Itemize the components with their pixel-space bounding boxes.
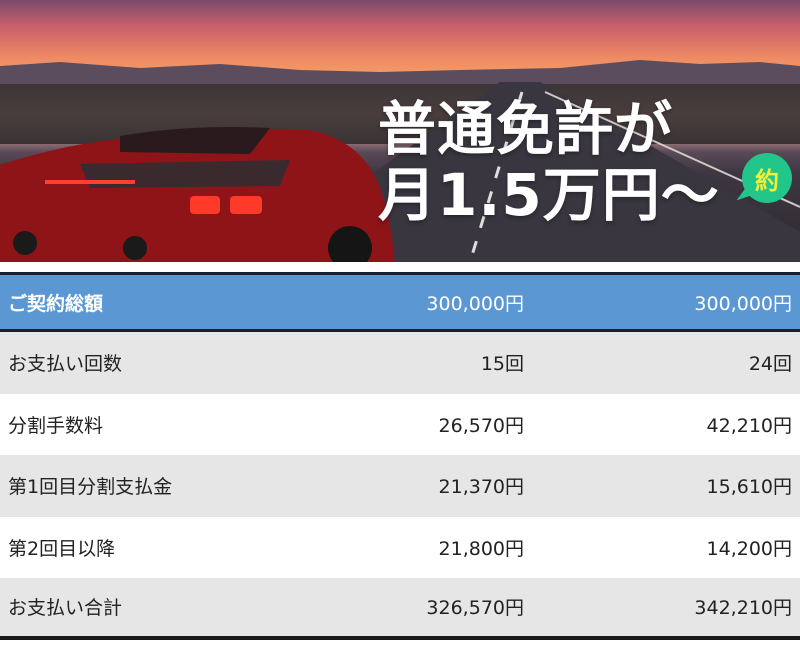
row-plan-b: 24回 (748, 353, 792, 376)
table-row: お支払い回数 15回 24回 (0, 332, 800, 394)
approx-badge-text: 約 (755, 166, 779, 195)
row-plan-a: 326,570円 (426, 597, 524, 620)
payment-comparison-table: ご契約総額 300,000円 300,000円 お支払い回数 15回 24回 分… (0, 262, 800, 640)
row-plan-b: 14,200円 (706, 537, 792, 560)
row-label: お支払い回数 (8, 353, 123, 376)
hero-banner: 普通免許が 月1.5万円〜 約 (0, 0, 800, 262)
approx-speech-bubble: 約 (742, 153, 792, 203)
row-plan-b: 342,210円 (694, 597, 792, 620)
hero-headline: 普通免許が 月1.5万円〜 (378, 98, 720, 226)
row-label: 第2回目以降 (8, 537, 116, 560)
spacer (0, 262, 800, 272)
row-plan-a: 26,570円 (438, 414, 524, 437)
mountains-silhouette (0, 60, 800, 88)
row-label: お支払い合計 (8, 597, 123, 620)
row-plan-b: 15,610円 (706, 476, 792, 499)
table-row: 第2回目以降 21,800円 14,200円 (0, 516, 800, 578)
row-label: 第1回目分割支払金 (8, 476, 173, 499)
row-plan-a: 21,370円 (438, 476, 524, 499)
header-plan-a: 300,000円 (426, 292, 524, 315)
headline-line2: 月1.5万円〜 (378, 161, 720, 229)
headline-line1: 普通免許が (378, 95, 674, 163)
header-plan-b: 300,000円 (694, 292, 792, 315)
row-plan-a: 15回 (480, 353, 524, 376)
table-row-total: お支払い合計 326,570円 342,210円 (0, 578, 800, 640)
row-plan-a: 21,800円 (438, 537, 524, 560)
sports-car-image (0, 127, 395, 262)
table-row: 第1回目分割支払金 21,370円 15,610円 (0, 455, 800, 517)
table-header-row: ご契約総額 300,000円 300,000円 (0, 272, 800, 332)
table-row: 分割手数料 26,570円 42,210円 (0, 393, 800, 455)
header-label: ご契約総額 (8, 292, 104, 315)
row-label: 分割手数料 (8, 414, 104, 437)
row-plan-b: 42,210円 (706, 414, 792, 437)
